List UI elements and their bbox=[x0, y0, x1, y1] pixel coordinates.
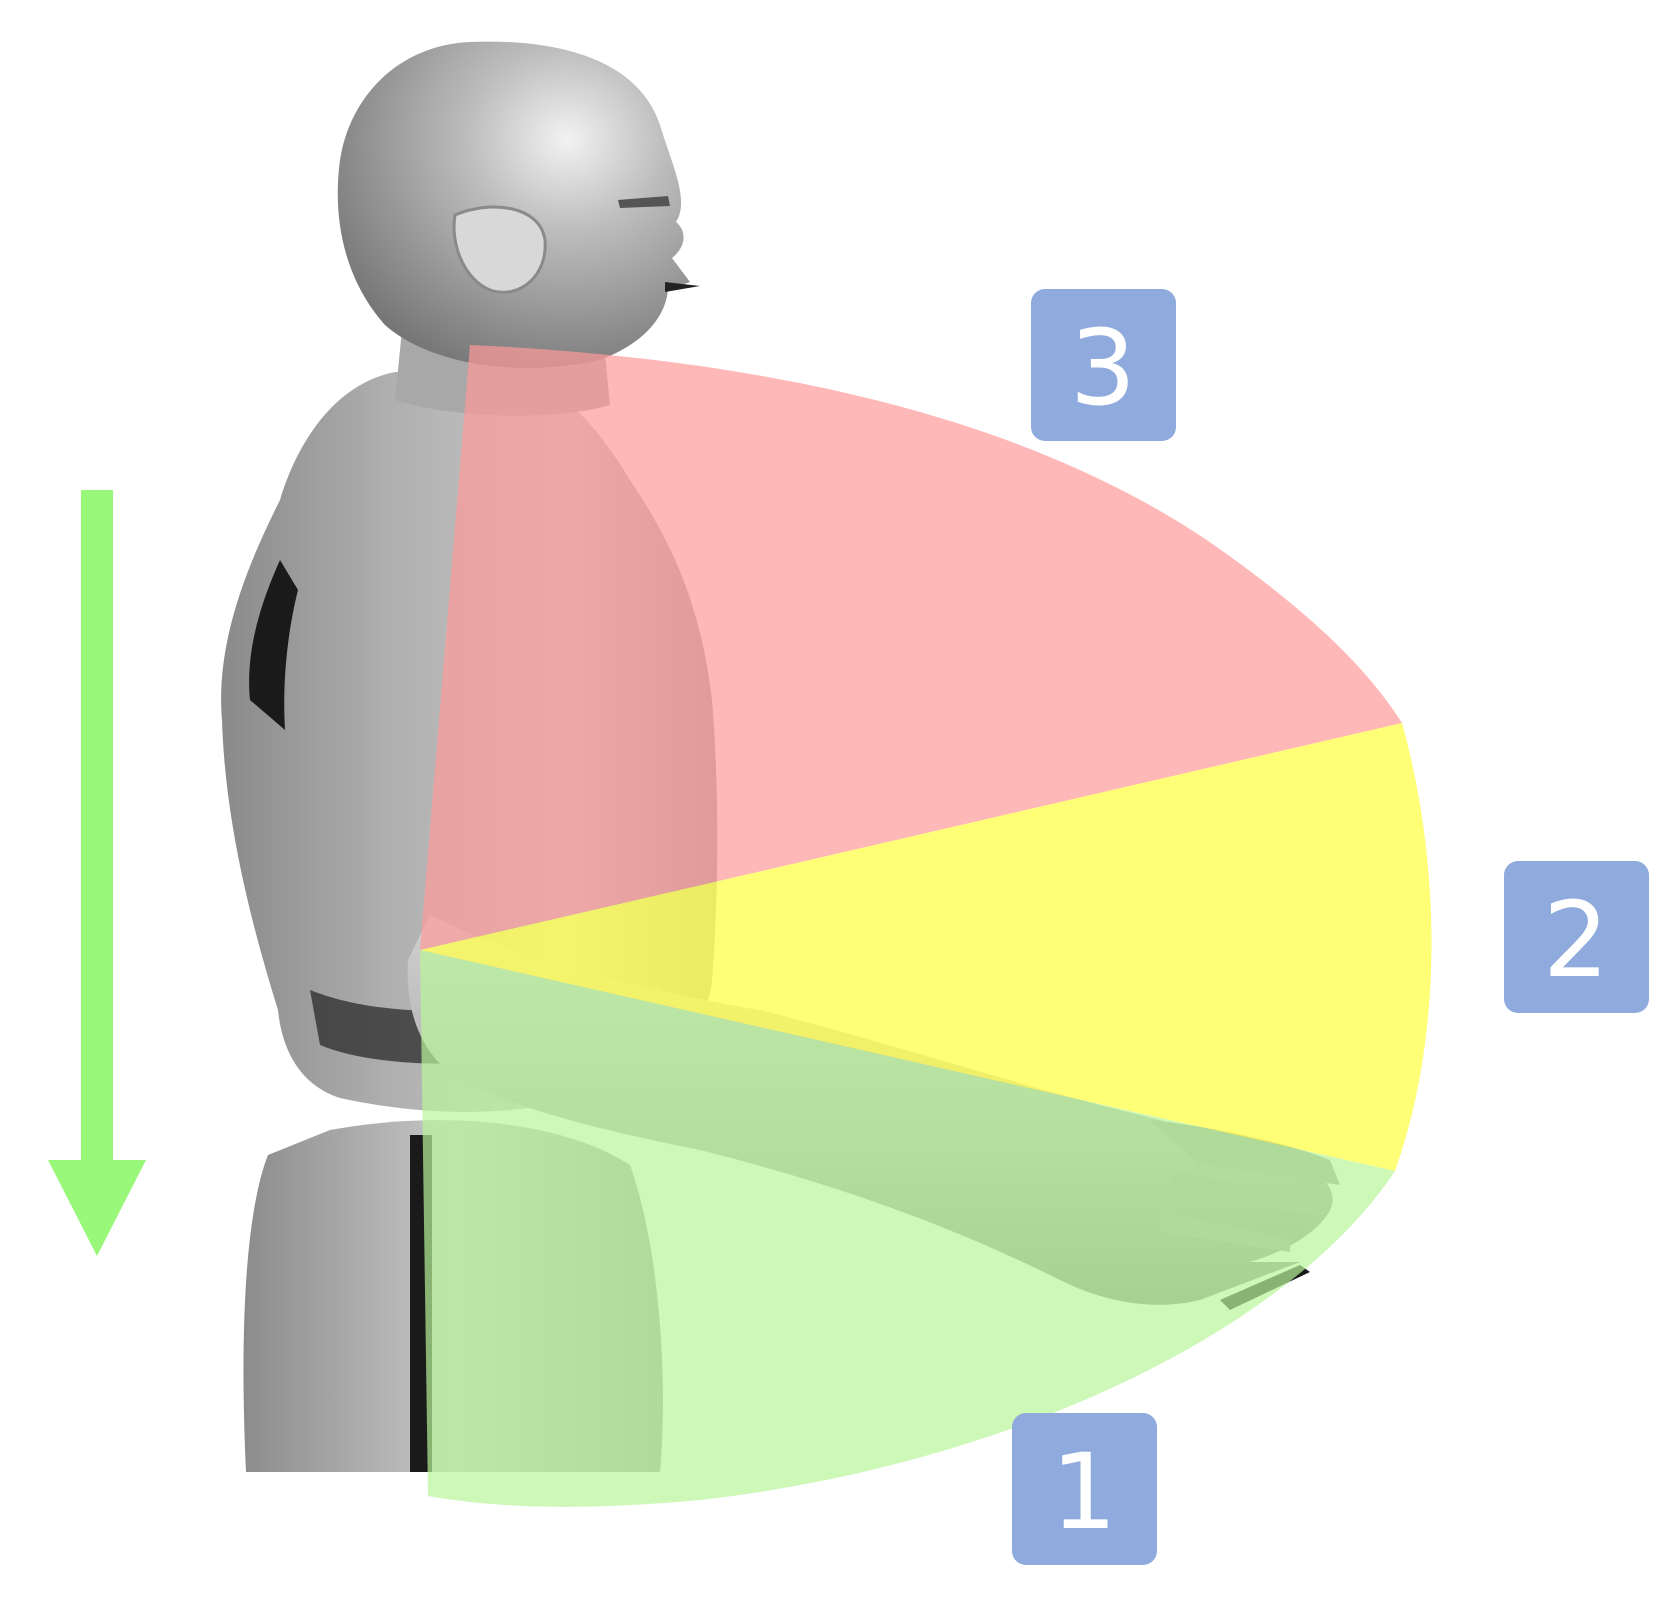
zone-1-label: 1 bbox=[1012, 1413, 1157, 1565]
zone-3-label-text: 3 bbox=[1070, 307, 1136, 429]
arrow-head bbox=[48, 1160, 146, 1256]
down-arrow-icon bbox=[48, 490, 146, 1256]
mannequin-ear bbox=[452, 205, 547, 294]
reach-zones bbox=[420, 345, 1432, 1507]
zone-2-label-box bbox=[1504, 861, 1649, 1013]
zone-1-label-box bbox=[1012, 1413, 1157, 1565]
zone-1-sector bbox=[420, 950, 1395, 1507]
zone-3-sector bbox=[420, 345, 1402, 950]
arrow-shaft bbox=[81, 490, 113, 1170]
mannequin-brow bbox=[618, 196, 670, 208]
mannequin-nose-shadow bbox=[665, 282, 700, 292]
zone-3-label: 3 bbox=[1031, 289, 1176, 441]
zone-1-label-text: 1 bbox=[1051, 1431, 1117, 1553]
zone-2-label-text: 2 bbox=[1543, 879, 1609, 1001]
zone-2-label: 2 bbox=[1504, 861, 1649, 1013]
armpit-shadow bbox=[249, 560, 298, 730]
mannequin-head bbox=[337, 41, 690, 368]
zone-2-sector bbox=[420, 723, 1432, 1171]
zone-3-label-box bbox=[1031, 289, 1176, 441]
